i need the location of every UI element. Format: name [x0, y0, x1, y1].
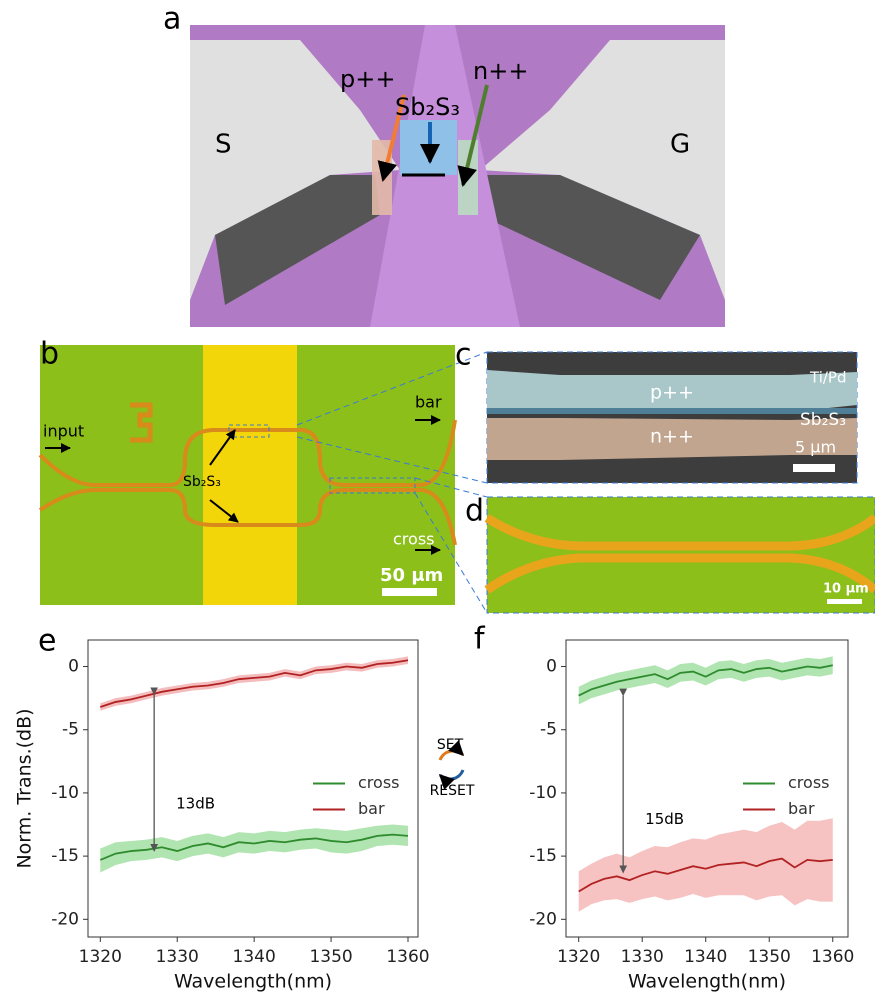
x-axis-label: Wavelength(nm) — [628, 971, 786, 993]
error-band — [100, 825, 408, 873]
legend-label: cross — [358, 773, 399, 792]
panel-c: c p++ n++ Ti/Pd Sb₂S₃ 5 μm — [455, 338, 857, 484]
y-tick-label: -20 — [529, 909, 557, 929]
legend-label: cross — [788, 773, 829, 792]
x-tick-label: 1330 — [621, 947, 664, 967]
error-band — [579, 818, 833, 912]
y-tick-label: -10 — [529, 783, 557, 803]
y-tick-label: 0 — [68, 657, 79, 677]
y-tick-label: -5 — [62, 720, 79, 740]
x-tick-label: 1320 — [557, 947, 600, 967]
shape — [827, 599, 862, 604]
error-band — [100, 656, 408, 710]
label: n++ — [473, 57, 528, 85]
panel-b: b input bar cross Sb₂S₃ 50 μm — [40, 337, 487, 614]
label: e — [38, 624, 56, 659]
label: Sb₂S₃ — [183, 474, 221, 490]
label: 50 μm — [380, 565, 443, 586]
error-band — [579, 656, 833, 704]
label: Sb₂S₃ — [395, 93, 460, 121]
label: f — [474, 622, 486, 657]
shape — [793, 464, 835, 472]
label: G — [670, 130, 690, 160]
arrow-label: 15dB — [645, 810, 684, 828]
legend-label: bar — [788, 799, 815, 818]
label: cross — [393, 530, 434, 549]
y-tick-label: -20 — [51, 909, 79, 929]
label: b — [40, 337, 59, 372]
label: a — [163, 2, 181, 37]
label: S — [215, 130, 232, 160]
shape — [458, 140, 478, 215]
label: 5 μm — [795, 438, 836, 457]
y-tick-label: 0 — [546, 657, 557, 677]
panel-a: a S G p++ n++ Sb₂S₃ — [163, 2, 725, 328]
x-tick-label: 1360 — [386, 947, 429, 967]
panel-d: d 10 μm — [465, 494, 875, 614]
arrow-label: 13dB — [176, 795, 215, 813]
label: Ti/Pd — [809, 369, 847, 387]
label: 10 μm — [823, 582, 869, 597]
state-switch: SET RESET — [430, 737, 475, 799]
x-tick-label: 1330 — [156, 947, 199, 967]
x-axis-label: Wavelength(nm) — [174, 971, 332, 993]
label: c — [455, 338, 472, 373]
shape — [382, 588, 437, 596]
label: Sb₂S₃ — [800, 410, 846, 430]
x-tick-label: 1340 — [684, 947, 727, 967]
x-tick-label: 1350 — [309, 947, 352, 967]
x-tick-label: 1350 — [748, 947, 791, 967]
shape — [440, 770, 463, 779]
label: input — [43, 422, 84, 441]
y-axis-label: Norm. Trans.(dB) — [14, 708, 36, 868]
y-tick-label: -10 — [51, 783, 79, 803]
series-line — [100, 660, 408, 707]
label: p++ — [340, 65, 395, 93]
y-tick-label: -5 — [540, 720, 557, 740]
label: p++ — [650, 382, 694, 404]
x-tick-label: 1360 — [811, 947, 854, 967]
figure: a S G p++ n++ Sb₂S₃ b input bar cross Sb… — [0, 0, 875, 1000]
x-tick-label: 1320 — [79, 947, 122, 967]
label: bar — [415, 393, 442, 412]
y-tick-label: -15 — [529, 846, 557, 866]
label: RESET — [430, 783, 475, 799]
x-tick-label: 1340 — [233, 947, 276, 967]
legend-label: bar — [358, 799, 385, 818]
label: n++ — [650, 426, 694, 448]
label: SET — [437, 737, 464, 753]
y-tick-label: -15 — [51, 846, 79, 866]
charts: e f SET RESET 1320 1330 1340 1350 1360 -20 -15… — [14, 622, 855, 993]
label: d — [465, 494, 484, 529]
